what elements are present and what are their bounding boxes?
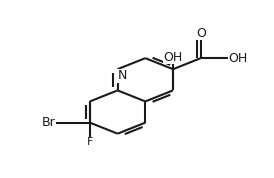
- Text: OH: OH: [163, 51, 183, 64]
- Text: OH: OH: [229, 52, 248, 65]
- Text: N: N: [118, 69, 127, 82]
- Text: F: F: [87, 137, 93, 147]
- Text: O: O: [196, 27, 206, 40]
- Text: Br: Br: [41, 116, 55, 129]
